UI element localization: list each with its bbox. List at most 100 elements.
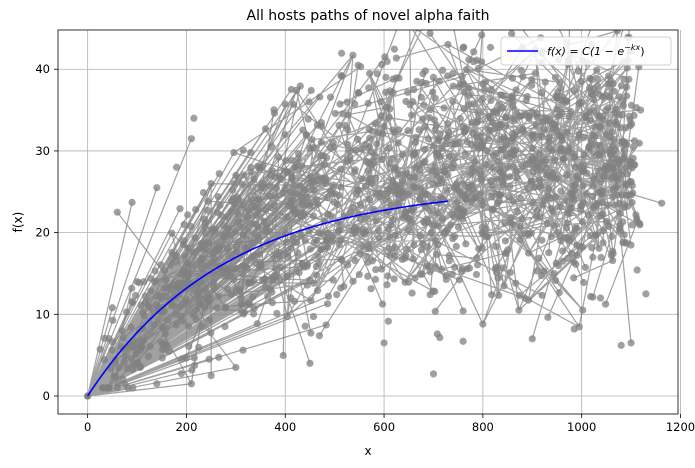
path-point: [595, 90, 603, 98]
path-point: [266, 171, 275, 179]
path-point: [266, 285, 275, 293]
path-point: [458, 267, 466, 275]
path-point: [239, 270, 247, 278]
path-point: [366, 134, 374, 142]
path-point: [297, 230, 305, 238]
path-point: [233, 193, 241, 201]
path-point: [549, 14, 556, 21]
path-point: [427, 229, 435, 237]
path-point: [627, 0, 634, 7]
path-point: [127, 323, 135, 331]
path-point: [384, 317, 392, 325]
path-point: [249, 310, 258, 318]
path-point: [295, 269, 303, 277]
path-point: [252, 211, 261, 220]
path-point: [361, 182, 370, 190]
path-point: [344, 261, 352, 269]
path-point: [314, 200, 322, 208]
path-point: [139, 308, 147, 316]
path-point: [403, 245, 411, 253]
path-point: [372, 189, 380, 198]
path-point: [419, 115, 427, 123]
path-point: [613, 191, 622, 199]
path-point: [612, 105, 620, 113]
path-point: [620, 231, 628, 239]
path-point: [320, 161, 329, 169]
path-point: [595, 244, 603, 252]
path-point: [420, 145, 429, 153]
path-point: [579, 199, 587, 207]
path-point: [478, 95, 486, 103]
path-point: [404, 88, 412, 96]
legend: f(x) = C(1 − e−kx): [500, 36, 672, 66]
path-point: [364, 99, 372, 107]
path-point: [213, 246, 221, 254]
path-point: [330, 143, 338, 151]
path-point: [235, 217, 243, 225]
path-point: [434, 209, 442, 217]
path-point: [346, 146, 354, 154]
path-point: [317, 245, 325, 254]
path-point: [432, 168, 440, 176]
path-point: [230, 148, 238, 157]
path-point: [260, 275, 269, 283]
path-point: [152, 277, 160, 285]
path-point: [423, 190, 432, 199]
path-point: [120, 358, 128, 366]
path-point: [223, 285, 232, 293]
path-point: [447, 221, 455, 229]
path-point: [445, 153, 454, 161]
path-point: [416, 231, 425, 240]
path-point: [443, 186, 451, 194]
path-point: [284, 253, 292, 261]
path-point: [585, 84, 594, 92]
x-tick-label: 0: [84, 420, 91, 434]
path-point: [180, 300, 189, 308]
path-point: [121, 380, 129, 388]
path-point: [622, 181, 631, 190]
path-point: [199, 188, 208, 197]
path-point: [204, 261, 212, 270]
path-point: [515, 306, 523, 314]
path-point: [472, 270, 481, 279]
path-point: [456, 114, 464, 123]
path-point: [415, 126, 423, 134]
path-point: [553, 94, 561, 102]
y-tick-label: 20: [35, 226, 50, 240]
path-point: [389, 75, 397, 83]
path-point: [412, 133, 420, 141]
path-point: [599, 172, 607, 180]
path-point: [177, 370, 185, 378]
path-point: [150, 321, 158, 329]
path-point: [543, 219, 551, 227]
path-point: [417, 246, 426, 254]
path-point: [356, 215, 365, 223]
path-point: [313, 172, 321, 180]
path-point: [608, 128, 616, 136]
path-point: [187, 135, 195, 143]
path-point: [495, 197, 503, 205]
path-point: [198, 293, 206, 301]
path-point: [451, 232, 459, 241]
legend-label-fit: f(x) = C(1 − e−kx): [547, 43, 645, 58]
path-point: [275, 172, 284, 180]
path-point: [349, 277, 357, 285]
path-point: [499, 181, 507, 189]
path-point: [431, 307, 439, 315]
path-point: [184, 260, 192, 269]
path-point: [471, 194, 480, 202]
path-point: [490, 206, 498, 214]
path-point: [435, 77, 443, 85]
path-point: [538, 157, 546, 166]
path-point: [151, 267, 159, 275]
path-point: [614, 160, 622, 168]
path-point: [377, 112, 385, 120]
path-point: [128, 297, 136, 305]
path-point: [187, 380, 195, 388]
path-point: [590, 95, 598, 104]
path-point: [433, 250, 441, 259]
path-point: [438, 178, 446, 186]
x-tick-label: 600: [373, 420, 395, 434]
path-point: [118, 327, 126, 335]
path-point: [597, 178, 605, 186]
